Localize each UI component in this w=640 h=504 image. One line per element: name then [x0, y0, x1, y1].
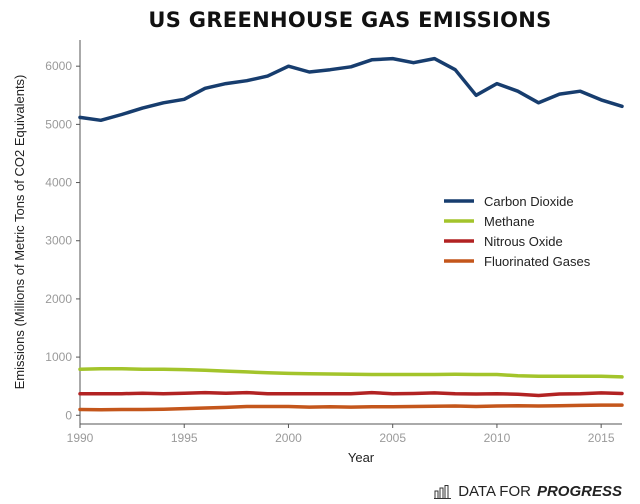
- series-line-0: [78, 56, 624, 123]
- brand-text-bold: PROGRESS: [536, 483, 622, 500]
- y-tick-label: 4000: [45, 176, 72, 190]
- y-tick-label: 3000: [45, 234, 72, 248]
- legend-label-1: Methane: [484, 214, 535, 229]
- y-tick-label: 6000: [45, 59, 72, 73]
- y-tick-label: 5000: [45, 117, 72, 131]
- x-tick-label: 2015: [588, 431, 615, 445]
- y-tick-label: 2000: [45, 292, 72, 306]
- legend-label-0: Carbon Dioxide: [484, 194, 574, 209]
- bar-chart-icon: [434, 484, 452, 499]
- legend-label-3: Fluorinated Gases: [484, 254, 591, 269]
- series-line-1: [78, 366, 624, 379]
- brand-text-regular: DATA FOR: [458, 483, 531, 500]
- series-line-2: [78, 390, 624, 398]
- x-tick-label: 2005: [379, 431, 406, 445]
- brand-logo: DATA FOR PROGRESS: [434, 483, 622, 500]
- y-tick-label: 0: [65, 408, 72, 422]
- y-axis-label: Emissions (Millions of Metric Tons of CO…: [12, 75, 27, 390]
- x-axis-label: Year: [348, 450, 375, 465]
- y-tick-label: 1000: [45, 350, 72, 364]
- chart-title: US GREENHOUSE GAS EMISSIONS: [148, 8, 552, 32]
- x-tick-label: 1990: [67, 431, 94, 445]
- series-line-3: [78, 403, 624, 412]
- legend-label-2: Nitrous Oxide: [484, 234, 563, 249]
- x-tick-label: 2000: [275, 431, 302, 445]
- x-tick-label: 1995: [171, 431, 198, 445]
- x-tick-label: 2010: [484, 431, 511, 445]
